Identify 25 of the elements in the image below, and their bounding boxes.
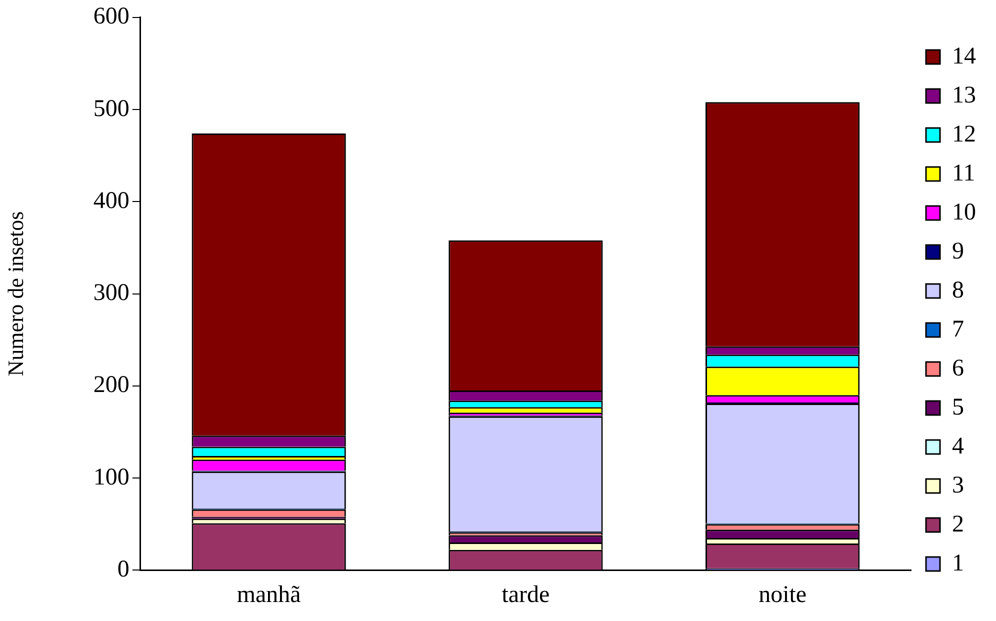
legend-label: 8 xyxy=(952,277,964,304)
x-tick-label: tarde xyxy=(502,582,550,608)
x-tick-label: noite xyxy=(758,582,807,608)
legend-label: 12 xyxy=(952,121,976,148)
legend-label: 3 xyxy=(952,472,964,498)
legend-label: 13 xyxy=(952,82,976,108)
legend-label: 14 xyxy=(952,43,976,70)
y-tick-label: 600 xyxy=(93,4,130,30)
y-tick-label: 100 xyxy=(93,464,130,490)
y-tick-label: 300 xyxy=(93,280,130,306)
legend-label: 4 xyxy=(952,433,964,460)
legend-label: 9 xyxy=(952,238,964,264)
legend-label: 11 xyxy=(952,160,976,186)
y-tick-label: 400 xyxy=(93,188,130,214)
y-tick-label: 500 xyxy=(93,96,130,122)
y-axis-title: Numero de insetos xyxy=(2,211,28,376)
y-tick-label: 0 xyxy=(117,556,130,582)
legend-label: 1 xyxy=(952,550,964,576)
legend-label: 10 xyxy=(952,199,976,226)
legend-label: 5 xyxy=(952,394,964,420)
y-tick-label: 200 xyxy=(93,372,130,398)
legend-label: 2 xyxy=(952,511,964,538)
x-tick-label: manhã xyxy=(236,582,302,608)
legend-label: 7 xyxy=(952,316,964,342)
legend-label: 6 xyxy=(952,355,964,382)
